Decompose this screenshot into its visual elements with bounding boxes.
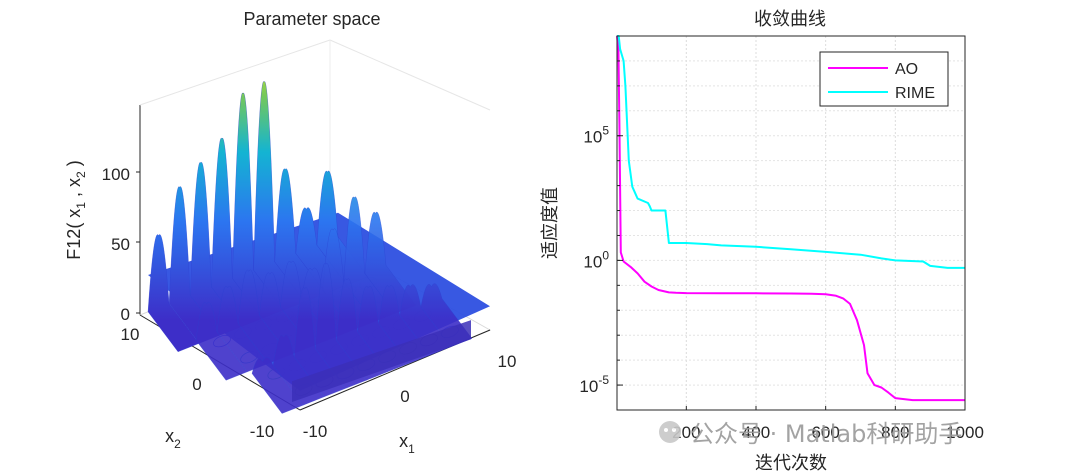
- surface-peak: [147, 234, 200, 352]
- back-grid-line: [329, 39, 491, 111]
- legend: AO RIME: [819, 51, 949, 107]
- surface-peak: [315, 263, 367, 389]
- surface-peak: [253, 81, 305, 311]
- z-tick-label: 0: [121, 305, 130, 324]
- y-tick-label: -10: [250, 422, 275, 441]
- x-axis-label: x1: [399, 431, 415, 456]
- z-axis-label: F12( x1 , x2 ): [64, 160, 88, 259]
- surface-peak: [168, 186, 221, 344]
- wechat-icon: [659, 421, 681, 443]
- surface-peak: [294, 287, 346, 397]
- back-grid-line: [139, 39, 331, 106]
- y-tick-label: 10: [121, 325, 140, 344]
- surface-peak: [232, 92, 284, 319]
- convergence-title: 收敛曲线: [754, 9, 826, 30]
- surface-mesh: [147, 81, 490, 414]
- x-tick-label: 10: [498, 352, 517, 371]
- legend-label-ao: AO: [895, 61, 918, 78]
- x-tick-label: 0: [400, 387, 409, 406]
- x-axis-label: 迭代次数: [755, 453, 827, 474]
- surface-peak: [190, 162, 242, 336]
- x-tick-label: 600: [811, 423, 839, 442]
- watermark: 公众号 · Matlab科研助手: [659, 420, 962, 448]
- x-tick-label: 1000: [946, 423, 984, 442]
- surface-front-wall: [292, 320, 471, 403]
- surface-peak: [343, 196, 396, 323]
- series-line-ao: [616, 35, 965, 402]
- surface-peak: [211, 137, 263, 327]
- surface-peak: [364, 211, 417, 314]
- x-tick-label: 400: [742, 423, 770, 442]
- y-axis-label: x2: [165, 426, 181, 451]
- x-ticks: 200 400 600 800 1000: [672, 406, 984, 442]
- surface-title: Parameter space: [243, 9, 380, 29]
- x-tick-label: -10: [303, 422, 328, 441]
- wechat-icon-eye: [672, 428, 676, 432]
- y-axis-label: 适应度值: [540, 187, 561, 259]
- legend-label-rime: RIME: [895, 85, 935, 102]
- z-tick-label: 50: [111, 235, 130, 254]
- y-ticks: 105 100 10-5: [579, 35, 623, 411]
- z-tick-label: 100: [102, 165, 130, 184]
- x-tick-label: 800: [881, 423, 909, 442]
- axes-box: [616, 35, 966, 411]
- y-tick-label: 100: [583, 248, 609, 271]
- series-line-rime: [617, 35, 965, 269]
- watermark-text: 公众号 · Matlab科研助手: [690, 420, 962, 448]
- y-tick-label: 105: [583, 124, 609, 147]
- wechat-icon-eye: [664, 428, 668, 432]
- y-tick-label: 10-5: [579, 373, 609, 396]
- surface-panel: Parameter space 100 50 0 F12( x1 , x2 ): [64, 9, 516, 456]
- y-tick-label: 0: [192, 375, 201, 394]
- series-lines: [616, 35, 965, 402]
- legend-box: [819, 51, 949, 107]
